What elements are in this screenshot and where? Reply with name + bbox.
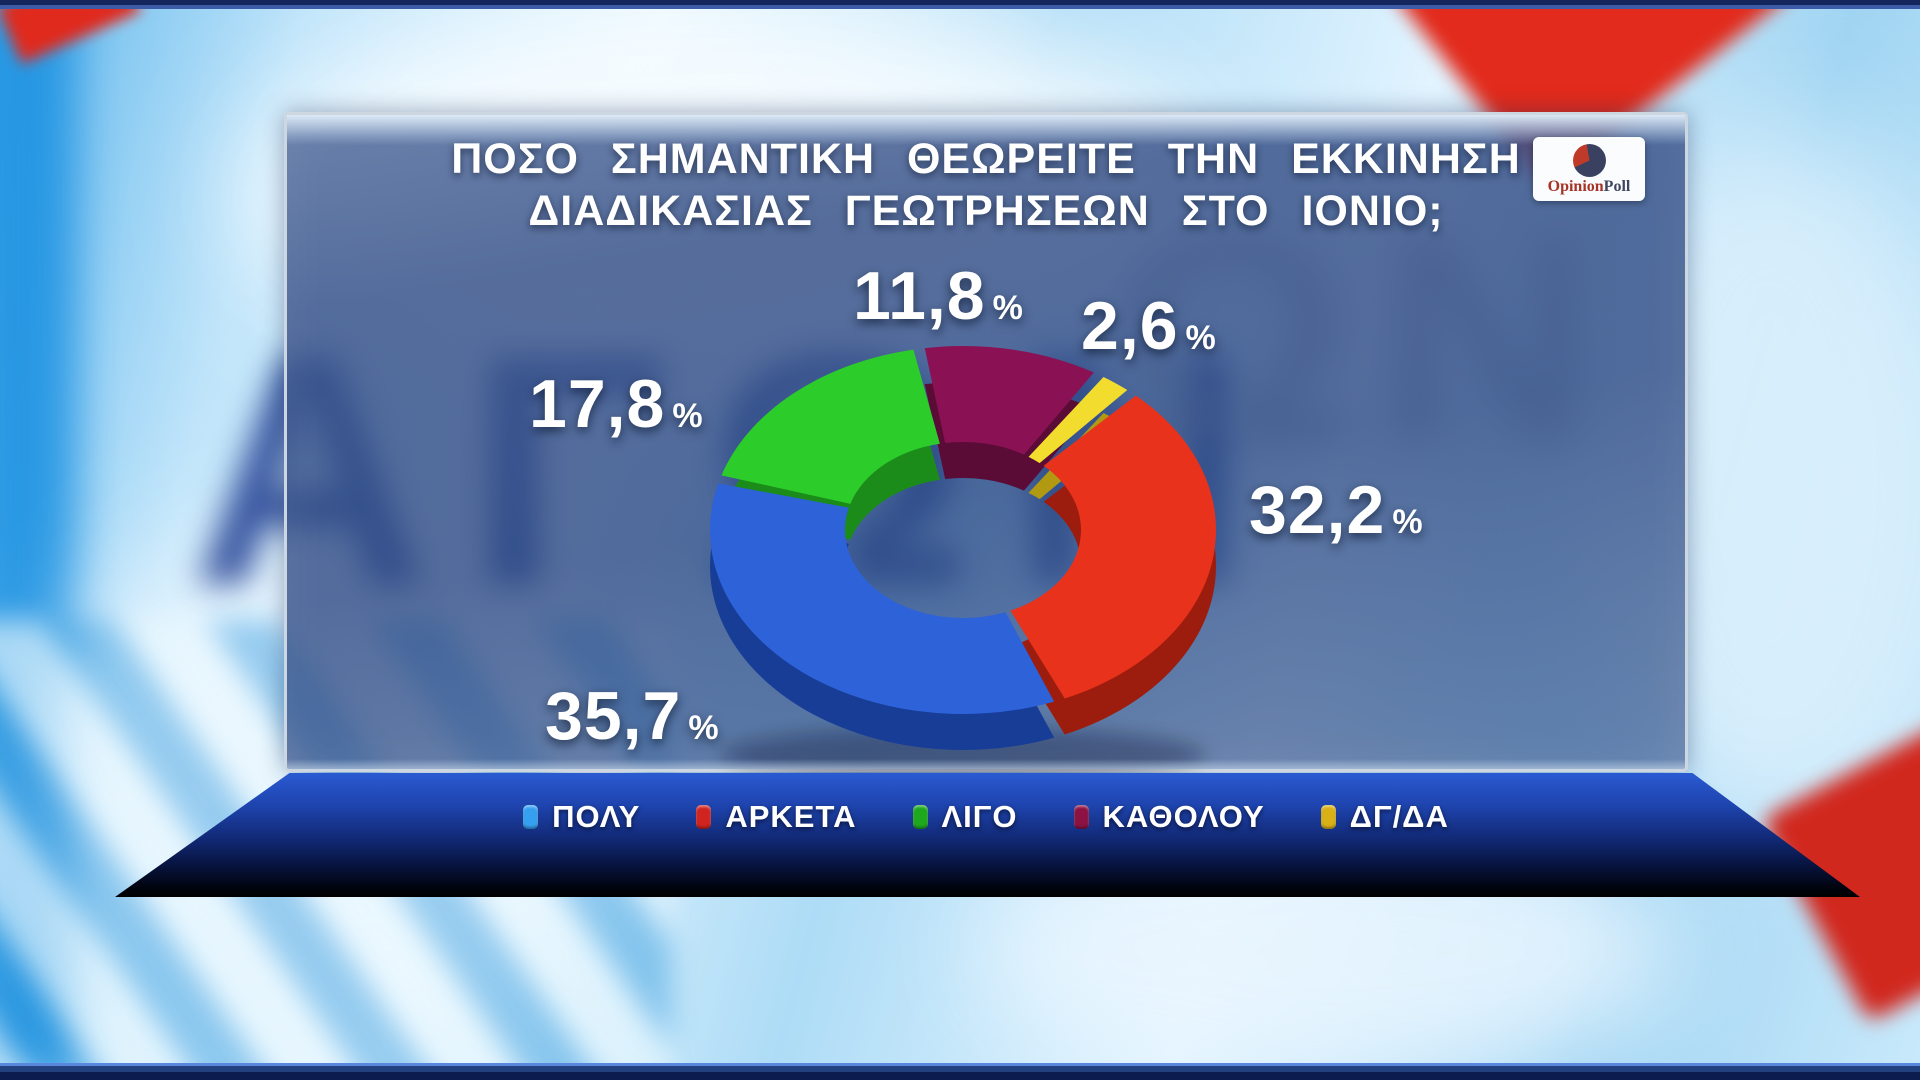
legend-label: ΛΙΓΟ bbox=[941, 799, 1018, 834]
percent-sign: % bbox=[672, 397, 704, 435]
percent-sign: % bbox=[1392, 503, 1424, 541]
donut-chart bbox=[683, 327, 1243, 787]
slice-value-katholou: 11,8% bbox=[853, 257, 1024, 335]
percent-sign: % bbox=[1185, 319, 1217, 357]
donut-slice-top-2 bbox=[1010, 395, 1217, 699]
donut-slice-top-4 bbox=[721, 349, 940, 504]
poll-glass-panel: ΠΟΣΟ ΣΗΜΑΝΤΙΚΗ ΘΕΩΡΕΙΤΕ ΤΗΝ ΕΚΚΙΝΗΣΗ ΔΙΑ… bbox=[284, 112, 1688, 783]
opinionpoll-wordmark-secondary: Poll bbox=[1603, 177, 1631, 195]
opinionpoll-logo: OpinionPoll bbox=[1533, 137, 1645, 201]
legend-label: ΔΓ/ΔΑ bbox=[1349, 799, 1449, 834]
donut-chart-svg bbox=[709, 346, 1217, 783]
slice-value-poly: 35,7% bbox=[545, 677, 720, 755]
title-line-1: ΠΟΣΟ ΣΗΜΑΝΤΙΚΗ ΘΕΩΡΕΙΤΕ ΤΗΝ ΕΚΚΙΝΗΣΗ bbox=[451, 135, 1521, 183]
slice-value-arketa: 32,2% bbox=[1249, 471, 1424, 549]
top-navy-strip bbox=[0, 0, 1920, 9]
legend-item-ligo: ΛΙΓΟ bbox=[912, 799, 1018, 835]
legend-swatch-red bbox=[696, 805, 712, 829]
chart-legend: ΠΟΛΥ ΑΡΚΕΤΑ ΛΙΓΟ ΚΑΘΟΛΟΥ ΔΓ/ΔΑ bbox=[284, 799, 1688, 835]
legend-label: ΑΡΚΕΤΑ bbox=[725, 799, 857, 834]
opinionpoll-wordmark: OpinionPoll bbox=[1547, 177, 1631, 195]
donut-shadow bbox=[721, 727, 1205, 783]
legend-label: ΚΑΘΟΛΟΥ bbox=[1102, 799, 1265, 834]
percent-sign: % bbox=[688, 709, 720, 747]
legend-swatch-green bbox=[912, 805, 928, 829]
legend-pedestal bbox=[115, 773, 1860, 897]
donut-slice-top-0 bbox=[924, 346, 1094, 455]
donut-slice-top-3 bbox=[709, 483, 1055, 714]
slice-value-ligo: 17,8% bbox=[529, 365, 704, 443]
legend-swatch-yellow bbox=[1320, 805, 1336, 829]
percent-sign: % bbox=[992, 289, 1024, 327]
slice-value-number: 35,7 bbox=[545, 678, 682, 754]
slice-value-number: 11,8 bbox=[853, 258, 986, 334]
legend-item-arketa: ΑΡΚΕΤΑ bbox=[696, 799, 856, 835]
slice-value-dgda: 2,6% bbox=[1081, 287, 1217, 365]
legend-item-dgda: ΔΓ/ΔΑ bbox=[1320, 799, 1449, 835]
bottom-navy-bar bbox=[0, 1063, 1920, 1080]
donut-slice-top-1 bbox=[1028, 376, 1128, 464]
legend-swatch-maroon bbox=[1073, 805, 1089, 829]
legend-label: ΠΟΛΥ bbox=[552, 799, 641, 834]
legend-swatch-blue bbox=[523, 805, 539, 829]
legend-item-poly: ΠΟΛΥ bbox=[523, 799, 640, 835]
slice-value-number: 32,2 bbox=[1249, 472, 1386, 548]
legend-item-katholou: ΚΑΘΟΛΟΥ bbox=[1073, 799, 1265, 835]
opinionpoll-pie-icon bbox=[1572, 143, 1606, 177]
opinionpoll-wordmark-primary: Opinion bbox=[1547, 177, 1604, 195]
poll-question-title: ΠΟΣΟ ΣΗΜΑΝΤΙΚΗ ΘΕΩΡΕΙΤΕ ΤΗΝ ΕΚΚΙΝΗΣΗ ΔΙΑ… bbox=[287, 133, 1685, 238]
title-line-2: ΔΙΑΔΙΚΑΣΙΑΣ ΓΕΩΤΡΗΣΕΩΝ ΣΤΟ ΙΟΝΙΟ; bbox=[528, 187, 1444, 236]
slice-value-number: 2,6 bbox=[1081, 288, 1179, 364]
slice-value-number: 17,8 bbox=[529, 366, 666, 442]
